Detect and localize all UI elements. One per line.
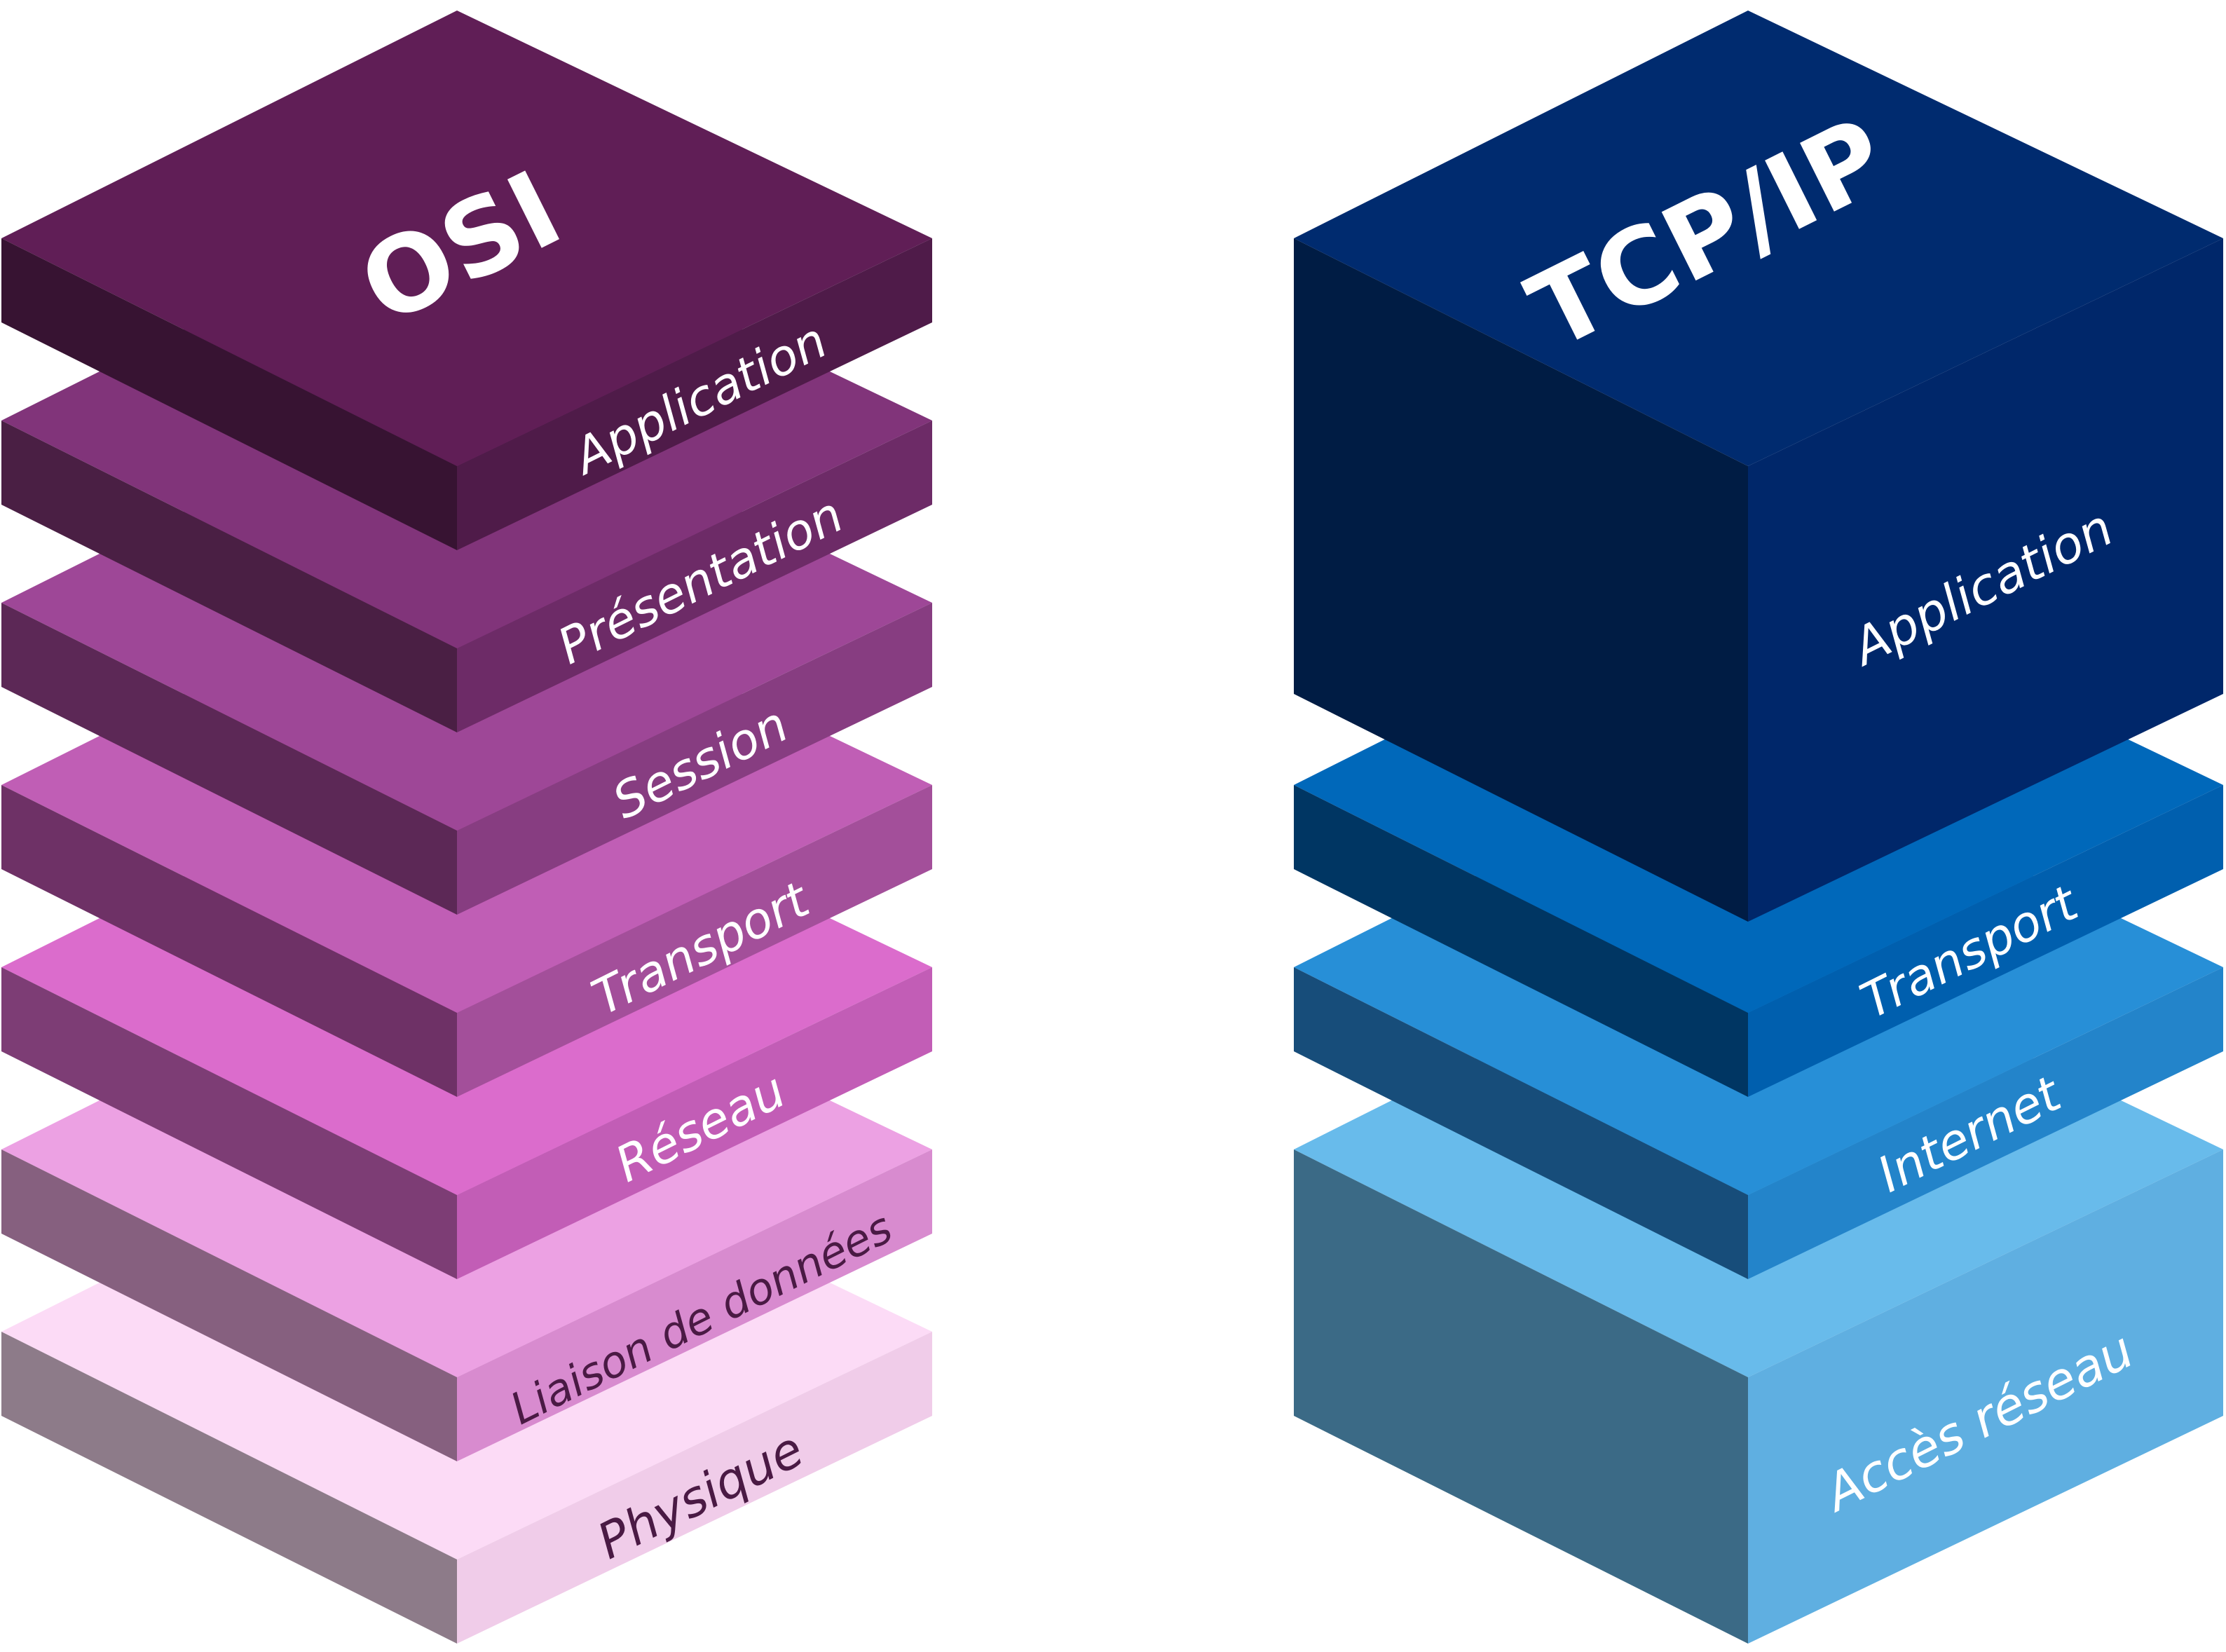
tcpip-left-face <box>1294 1149 1748 1644</box>
osi-right-face <box>457 603 932 915</box>
osi-right-face <box>457 967 932 1279</box>
tcpip-left-face <box>1294 967 1748 1279</box>
tcpip-left-face <box>1294 238 1748 922</box>
osi-left-face <box>1 603 457 915</box>
osi-left-face <box>1 1149 457 1461</box>
tcpip-left-face <box>1294 785 1748 1097</box>
tcpip-right-face <box>1748 967 2223 1279</box>
tcpip-right-face <box>1748 785 2223 1097</box>
tcpip-layer-application: Application <box>1294 11 2223 922</box>
tcpip-stack: Accès réseauInternetTransportApplication… <box>1294 11 2223 1644</box>
osi-top-face <box>1 11 932 466</box>
osi-right-face <box>457 1332 932 1644</box>
osi-right-face <box>457 785 932 1097</box>
tcpip-top-face <box>1294 11 2223 466</box>
osi-left-face <box>1 238 457 550</box>
osi-left-face <box>1 967 457 1279</box>
osi-left-face <box>1 421 457 732</box>
tcpip-right-face <box>1748 238 2223 922</box>
osi-left-face <box>1 785 457 1097</box>
osi-right-face <box>457 238 932 550</box>
osi-right-face <box>457 421 932 732</box>
osi-right-face <box>457 1149 932 1461</box>
osi-left-face <box>1 1332 457 1644</box>
tcpip-right-face <box>1748 1149 2223 1644</box>
